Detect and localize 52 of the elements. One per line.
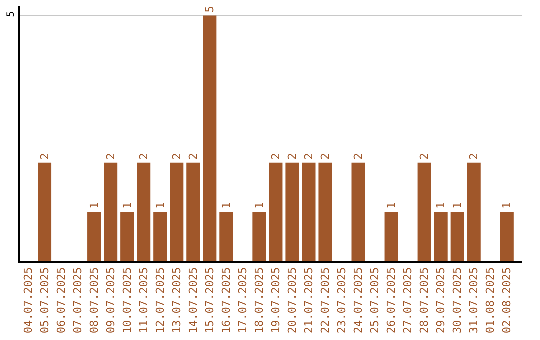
- x-tick-label: 12.07.2025: [154, 267, 167, 334]
- data-label: 2: [286, 153, 299, 160]
- x-tick-label: 28.07.2025: [418, 267, 432, 334]
- x-tick-label: 30.07.2025: [451, 267, 464, 334]
- x-tick-label: 25.07.2025: [368, 267, 382, 334]
- x-tick-label: 29.07.2025: [434, 267, 448, 334]
- x-tick-label: 10.07.2025: [120, 267, 134, 334]
- x-tick-label: 08.07.2025: [88, 267, 101, 334]
- x-tick-label: 20.07.2025: [286, 267, 300, 334]
- data-label: 1: [88, 202, 101, 209]
- data-label: 2: [418, 153, 432, 160]
- x-tick-label: 13.07.2025: [170, 267, 184, 334]
- data-label: 2: [468, 153, 481, 160]
- data-label: 2: [318, 153, 332, 160]
- data-label: 2: [352, 153, 366, 160]
- data-label: 5: [203, 6, 216, 13]
- data-label: 2: [38, 153, 52, 160]
- x-tick-label: 15.07.2025: [203, 267, 216, 334]
- x-tick-label: 21.07.2025: [302, 267, 316, 334]
- x-tick-label: 18.07.2025: [253, 267, 266, 334]
- x-tick-label: 05.07.2025: [38, 267, 52, 334]
- data-label: 1: [385, 202, 398, 209]
- x-tick-label: 11.07.2025: [137, 267, 150, 334]
- x-tick-label: 09.07.2025: [104, 267, 118, 334]
- x-tick-label: 06.07.2025: [54, 267, 68, 334]
- data-label: 2: [186, 153, 200, 160]
- x-tick-label: 14.07.2025: [186, 267, 200, 334]
- x-tick-label: 23.07.2025: [336, 267, 349, 334]
- x-tick-label: 02.08.2025: [500, 267, 514, 334]
- data-label: 2: [137, 153, 150, 160]
- x-tick-label: 31.07.2025: [468, 267, 481, 334]
- x-tick-label: 19.07.2025: [270, 267, 283, 334]
- data-label: 1: [434, 202, 448, 209]
- data-label: 1: [120, 202, 134, 209]
- data-label: 2: [170, 153, 184, 160]
- x-tick-label: 07.07.2025: [71, 267, 84, 334]
- data-label: 1: [451, 202, 464, 209]
- x-tick-label: 16.07.2025: [220, 267, 233, 334]
- x-tick-label: 01.08.2025: [484, 267, 498, 334]
- data-label: 1: [252, 202, 266, 209]
- x-tick-label: 22.07.2025: [319, 267, 332, 334]
- data-label: 1: [154, 202, 167, 209]
- x-tick-label: 04.07.2025: [22, 267, 35, 334]
- data-label: 2: [104, 153, 118, 160]
- x-tick-label: 17.07.2025: [236, 267, 250, 334]
- data-label: 1: [220, 202, 233, 209]
- data-label: 2: [302, 153, 316, 160]
- data-label: 2: [269, 153, 282, 160]
- x-tick-label: 24.07.2025: [352, 267, 366, 334]
- x-tick-label: 26.07.2025: [385, 267, 398, 334]
- x-tick-label: 27.07.2025: [402, 267, 415, 334]
- data-label: 1: [500, 202, 514, 209]
